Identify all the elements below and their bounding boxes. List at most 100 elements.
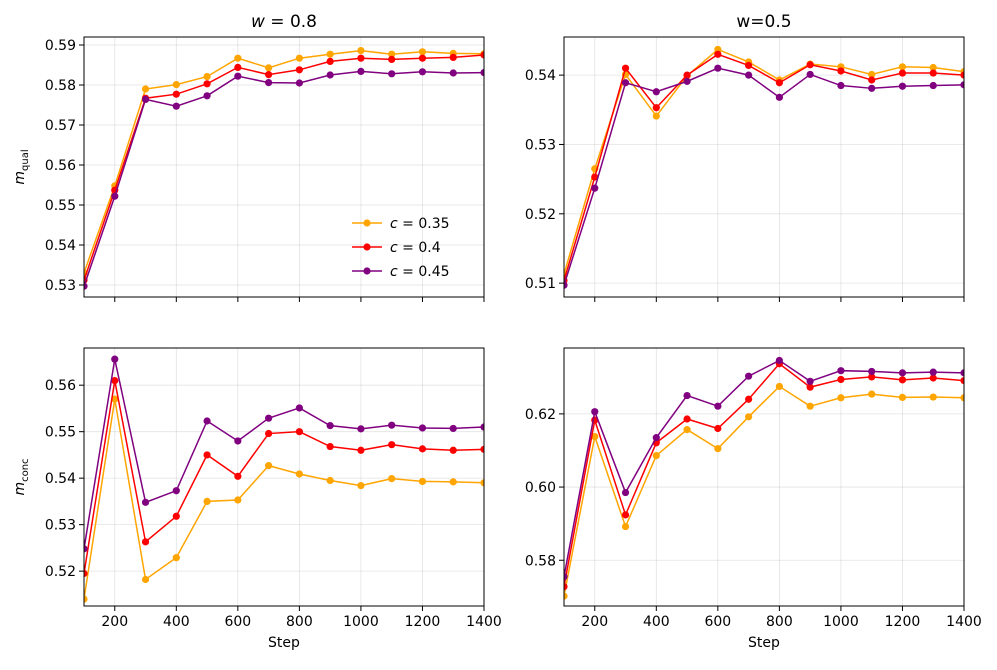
series-line-c0.4: [564, 53, 964, 281]
legend-value: = 0.45: [398, 264, 450, 280]
data-point: [898, 63, 907, 71]
data-point: [564, 573, 568, 581]
data-point: [960, 71, 964, 79]
data-point: [203, 417, 211, 425]
data-point: [388, 55, 396, 64]
data-point: [234, 72, 242, 80]
data-point: [84, 545, 88, 553]
y-label-subscript: qual: [20, 149, 31, 171]
data-point: [265, 414, 273, 422]
data-point: [837, 375, 845, 384]
data-point: [141, 575, 150, 584]
data-point: [714, 445, 722, 453]
data-point: [564, 592, 568, 600]
data-point: [929, 393, 937, 401]
legend-value: = 0.35: [398, 216, 450, 232]
data-point: [898, 82, 907, 90]
data-point: [960, 81, 964, 89]
data-point: [141, 85, 150, 93]
data-point: [418, 477, 427, 486]
data-point: [418, 445, 427, 453]
x-tick-label: 800: [766, 614, 793, 630]
data-point: [621, 488, 630, 497]
series-line-c0.45: [84, 70, 484, 287]
data-point: [683, 415, 691, 423]
series-line-c0.45: [564, 359, 964, 577]
x-tick-label: 1000: [823, 614, 859, 630]
legend-variable: c: [390, 264, 398, 280]
series-line-c0.45: [84, 359, 484, 549]
data-point: [295, 66, 303, 74]
data-point: [295, 404, 303, 412]
series-group: [84, 355, 484, 603]
x-tick-label: 1400: [946, 614, 982, 630]
data-point: [388, 50, 396, 58]
data-point: [357, 54, 365, 62]
y-tick-label: 0.51: [525, 276, 556, 292]
data-point: [234, 54, 242, 62]
x-tick-label: 600: [704, 614, 731, 630]
data-point: [837, 394, 845, 402]
data-point: [111, 376, 119, 385]
data-point: [418, 54, 427, 62]
axes-frame: [83, 347, 485, 607]
data-point: [357, 67, 365, 75]
data-point: [714, 402, 722, 410]
legend-entry: c = 0.45: [390, 264, 450, 280]
data-point: [898, 69, 907, 77]
data-point: [929, 69, 937, 77]
legend-marker: [363, 219, 371, 227]
x-tick-label: 200: [581, 614, 608, 630]
y-tick-label: 0.56: [45, 378, 76, 394]
y-tick-label: 0.53: [45, 518, 76, 534]
data-point: [357, 425, 365, 433]
y-tick-label: 0.52: [45, 564, 76, 580]
data-point: [388, 70, 396, 78]
data-point: [480, 51, 484, 59]
data-point: [775, 79, 783, 87]
y-label-main: m: [12, 482, 28, 496]
data-point: [621, 79, 630, 87]
data-point: [652, 88, 660, 96]
y-tick-label: 0.53: [45, 278, 76, 294]
data-point: [295, 470, 303, 478]
y-axis-label: mconc: [12, 458, 31, 495]
data-point: [357, 446, 365, 454]
data-point: [295, 428, 303, 436]
data-point: [621, 522, 630, 531]
data-point: [898, 369, 907, 377]
data-point: [326, 422, 334, 430]
panel-title: w = 0.8: [251, 12, 317, 32]
data-point: [652, 104, 660, 112]
data-point: [326, 50, 334, 58]
data-point: [714, 50, 722, 58]
data-point: [806, 377, 814, 385]
x-tick-label: 400: [643, 614, 670, 630]
data-point: [449, 69, 457, 77]
data-point: [326, 476, 334, 485]
data-point: [591, 173, 599, 181]
data-point: [652, 434, 660, 442]
legend-entry: c = 0.4: [390, 240, 441, 256]
data-point: [203, 92, 211, 100]
data-point: [84, 595, 88, 603]
data-point: [806, 402, 814, 410]
data-point: [418, 48, 427, 56]
y-label-subscript: conc: [20, 458, 31, 481]
data-point: [745, 372, 753, 380]
x-tick-label: 600: [224, 614, 251, 630]
y-axis-label: mqual: [12, 149, 31, 184]
x-tick-label: 400: [163, 614, 190, 630]
data-point: [172, 554, 180, 562]
data-point: [591, 184, 599, 192]
data-point: [621, 64, 630, 72]
data-point: [564, 583, 568, 591]
data-point: [837, 367, 845, 375]
chart-panel-2: 0.51 0.52 0.53 0.54 w=0.5: [525, 12, 965, 302]
data-point: [111, 355, 119, 363]
data-point: [652, 451, 660, 460]
data-point: [775, 356, 783, 365]
axes-frame: [563, 36, 965, 298]
data-point: [265, 79, 273, 87]
